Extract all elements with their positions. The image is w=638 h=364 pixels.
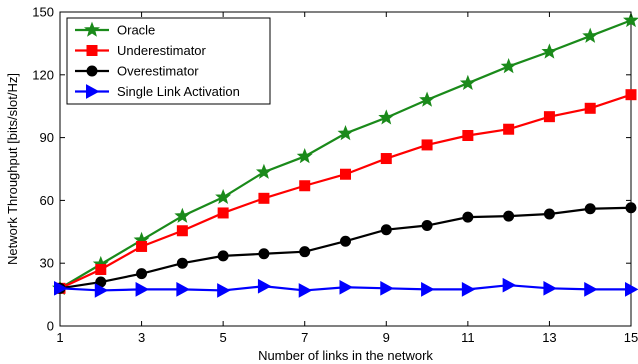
data-point-single-link-activation xyxy=(54,280,68,296)
x-tick-label: 15 xyxy=(624,330,638,345)
legend-marker xyxy=(86,84,100,99)
data-point-overestimator xyxy=(258,248,270,260)
data-point-single-link-activation xyxy=(502,277,517,293)
data-point-underestimator xyxy=(299,180,311,192)
data-point-overestimator xyxy=(462,211,474,223)
series-oracle xyxy=(52,11,638,296)
data-point-single-link-activation xyxy=(257,278,272,294)
data-point-underestimator xyxy=(217,207,229,219)
legend: Oracle Underestimator Overestimator Single … xyxy=(66,17,271,105)
x-tick-label: 13 xyxy=(542,330,556,345)
data-point-oracle xyxy=(623,11,638,28)
x-tick-label: 11 xyxy=(461,330,475,345)
legend-entry-underestimator: Underestimator xyxy=(75,43,207,58)
x-tick-label: 1 xyxy=(56,330,63,345)
legend-label: Overestimator xyxy=(117,64,199,79)
data-point-single-link-activation xyxy=(543,280,557,296)
data-point-underestimator xyxy=(625,89,637,101)
data-point-single-link-activation xyxy=(380,280,394,296)
data-point-overestimator xyxy=(380,224,392,236)
y-tick-label: 30 xyxy=(40,256,54,271)
data-point-single-link-activation xyxy=(217,283,231,298)
data-point-single-link-activation xyxy=(339,279,354,295)
data-point-underestimator xyxy=(380,153,392,165)
y-tick-label: 150 xyxy=(32,5,54,20)
legend-marker xyxy=(86,65,98,77)
data-point-underestimator xyxy=(340,168,351,180)
legend-marker xyxy=(84,21,100,37)
data-point-oracle xyxy=(378,109,395,125)
data-point-single-link-activation xyxy=(421,282,435,297)
data-point-oracle xyxy=(500,58,517,74)
y-tick-label: 120 xyxy=(32,67,54,82)
data-point-underestimator xyxy=(136,240,148,252)
data-point-single-link-activation xyxy=(176,282,190,297)
data-point-underestimator xyxy=(503,123,515,135)
legend-label: Oracle xyxy=(117,23,155,38)
data-point-single-link-activation xyxy=(584,282,598,297)
x-tick-label: 7 xyxy=(301,330,308,345)
data-point-oracle xyxy=(215,188,232,205)
data-point-oracle xyxy=(255,163,272,179)
data-point-overestimator xyxy=(299,246,311,258)
data-point-overestimator xyxy=(503,210,515,222)
data-point-underestimator xyxy=(258,192,270,204)
data-point-oracle xyxy=(296,148,313,164)
legend-entry-overestimator: Overestimator xyxy=(75,64,199,79)
x-axis-label: Number of links in the network xyxy=(258,348,433,363)
legend-entry-oracle: Oracle xyxy=(75,21,155,38)
x-tick-label: 9 xyxy=(383,330,390,345)
legend-box xyxy=(66,17,271,105)
data-point-overestimator xyxy=(136,268,148,280)
y-tick-label: 60 xyxy=(40,193,54,208)
data-point-single-link-activation xyxy=(135,282,150,297)
data-point-single-link-activation xyxy=(461,282,476,297)
y-axis-label: Network Throughput [bits/slot/Hz] xyxy=(5,73,20,265)
data-point-oracle xyxy=(541,43,558,59)
data-point-underestimator xyxy=(462,130,474,142)
legend-entry-single-link-activation: Single Link Activation xyxy=(75,84,240,99)
series-single-link-activation xyxy=(54,277,638,298)
y-tick-label: 0 xyxy=(47,319,54,334)
x-tick-label: 5 xyxy=(220,330,227,345)
legend-marker xyxy=(86,45,98,56)
x-tick-label: 3 xyxy=(138,330,145,345)
data-point-oracle xyxy=(459,74,476,90)
data-point-overestimator xyxy=(340,235,351,247)
data-point-oracle xyxy=(419,91,436,107)
legend-label: Underestimator xyxy=(117,43,207,58)
data-point-underestimator xyxy=(95,263,107,275)
data-point-oracle xyxy=(174,207,191,223)
data-point-underestimator xyxy=(584,102,596,114)
legend-label: Single Link Activation xyxy=(117,84,240,99)
data-point-overestimator xyxy=(217,250,229,262)
data-point-overestimator xyxy=(584,203,596,215)
data-point-overestimator xyxy=(421,220,433,232)
data-point-oracle xyxy=(582,27,599,43)
series-overestimator xyxy=(54,202,637,294)
data-point-underestimator xyxy=(176,225,188,237)
series-layer xyxy=(52,11,638,298)
data-point-underestimator xyxy=(543,111,555,123)
data-point-overestimator xyxy=(625,202,637,214)
data-point-overestimator xyxy=(176,257,188,269)
data-point-overestimator xyxy=(543,208,555,220)
data-point-single-link-activation xyxy=(298,283,313,298)
data-point-underestimator xyxy=(421,139,433,151)
data-point-single-link-activation xyxy=(625,282,638,297)
y-tick-label: 90 xyxy=(40,130,54,145)
data-point-oracle xyxy=(337,125,354,141)
data-point-single-link-activation xyxy=(94,283,109,298)
